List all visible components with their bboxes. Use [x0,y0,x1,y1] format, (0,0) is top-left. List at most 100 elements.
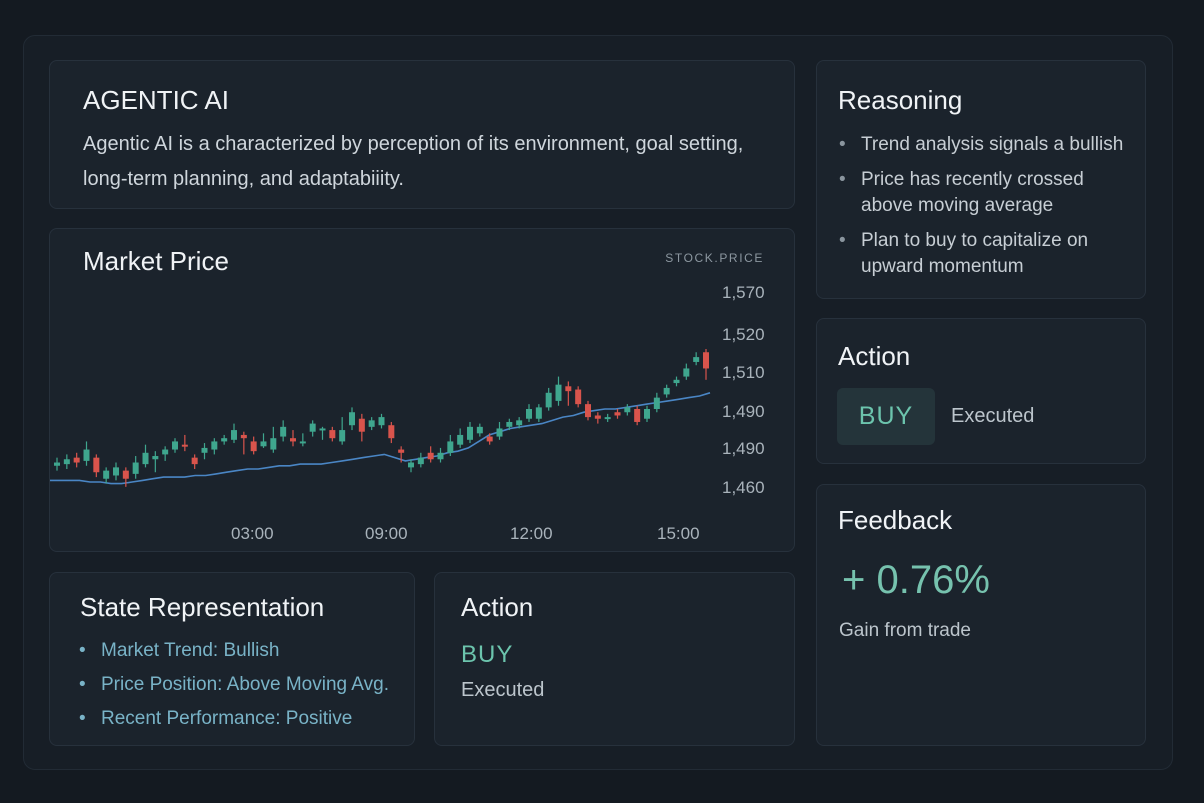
candle [132,456,139,479]
candle [211,438,218,455]
candle [663,384,670,398]
candle [73,452,80,468]
candle [368,417,375,431]
candle [604,413,611,422]
candle [260,433,267,448]
candle [585,400,591,421]
candle [467,421,473,444]
x-tick-label: 12:00 [510,524,553,543]
action-card: Action BUY Executed [816,318,1146,464]
candle [496,421,503,440]
x-tick-label: 15:00 [657,524,700,543]
candle [280,420,287,442]
candle [565,381,572,406]
action-summary-card: Action BUY Executed [434,572,795,746]
reasoning-item: Trend analysis signals a bullish [839,132,1139,158]
intro-description: Agentic AI is a characterized by percept… [83,133,744,190]
candle [506,418,513,431]
candle [309,420,316,437]
candle [594,412,601,424]
candle [555,376,562,406]
feedback-gain-value: + 0.76% [842,558,990,602]
candle [516,417,523,429]
market-price-title: Market Price [83,246,229,276]
feedback-title: Feedback [838,505,953,535]
reasoning-list: Trend analysis signals a bullish Price h… [839,132,1139,289]
candle [299,433,306,447]
candle [703,349,709,380]
candle [63,454,70,469]
y-tick-label: 1,490 [722,402,765,421]
feedback-card: Feedback + 0.76% Gain from trade [816,484,1146,746]
candle [378,413,385,429]
candle [545,387,552,411]
candle [437,447,444,463]
action-summary-value: BUY [461,641,514,668]
state-item: Market Trend: Bullish [79,638,409,664]
intro-card: AGENTIC AI Agentic AI is a characterized… [49,60,795,209]
reasoning-item: Plan to buy to capitalize on upward mome… [839,228,1139,280]
state-item: Recent Performance: Positive [79,706,409,732]
candle [250,436,257,455]
candle [270,426,277,453]
candle [388,421,395,444]
candle [683,363,690,380]
feedback-caption: Gain from trade [839,620,971,641]
candle [181,434,188,452]
candle [349,407,355,431]
state-representation-card: State Representation Market Trend: Bulli… [49,572,415,746]
y-tick-label: 1,460 [722,478,765,497]
candle [575,386,582,408]
candle [191,454,198,469]
candle [172,438,178,453]
candle [221,434,228,445]
candle [319,426,326,440]
candle [201,443,208,460]
market-price-card: Market Price STOCK.PRICE 1,570 1,520 1,5… [49,228,795,552]
state-title: State Representation [80,592,325,622]
candle [653,392,660,413]
candle [113,462,119,481]
action-summary-status: Executed [461,679,545,701]
candle [54,457,60,471]
x-tick-label: 09:00 [365,524,408,543]
candle [358,413,365,442]
state-list: Market Trend: Bullish Price Position: Ab… [79,638,409,740]
reasoning-card: Reasoning Trend analysis signals a bulli… [816,60,1146,299]
reasoning-title: Reasoning [838,85,963,115]
candle [486,433,493,445]
candle [535,404,542,422]
candle [476,423,483,437]
y-tick-label: 1,490 [722,439,765,458]
candle [93,454,100,478]
candle [329,426,336,442]
y-tick-label: 1,510 [722,363,765,382]
candle [624,404,631,416]
candle [673,376,680,387]
candle [290,430,296,447]
candle [240,431,247,455]
candle [339,417,346,445]
x-tick-label: 03:00 [231,524,274,543]
candle [152,451,159,473]
y-tick-label: 1,520 [722,325,765,344]
candle [142,444,149,468]
state-item: Price Position: Above Moving Avg. [79,672,409,698]
ticker-label: STOCK.PRICE [665,251,764,265]
candle [634,405,641,426]
buy-button[interactable]: BUY [837,388,935,445]
candle [122,467,129,487]
action-title: Action [838,341,911,371]
candle [417,452,424,468]
candle [83,441,90,466]
candle [614,409,621,419]
y-tick-label: 1,570 [722,283,765,302]
candle [447,434,454,457]
candle [103,467,110,484]
candlestick-chart [50,349,711,487]
candle [162,446,169,461]
candle [398,446,405,463]
candle [231,423,237,444]
action-summary-title: Action [461,592,534,622]
moving-average-line [50,392,711,485]
